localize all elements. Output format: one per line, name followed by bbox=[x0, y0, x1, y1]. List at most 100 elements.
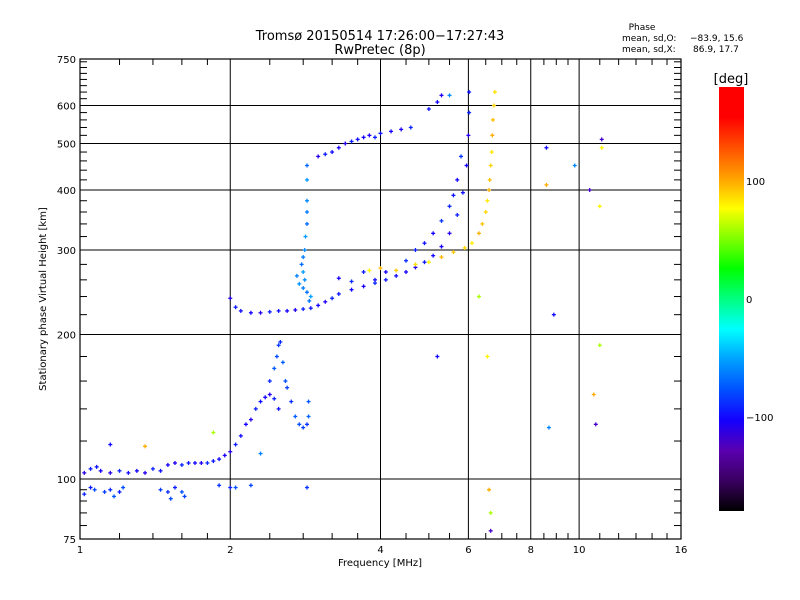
data-point bbox=[211, 459, 216, 464]
phase-stats-o-value: −83.9, 15.6 bbox=[690, 34, 744, 44]
data-point bbox=[228, 485, 233, 490]
phase-stats-title: Phase bbox=[629, 23, 656, 33]
data-point bbox=[305, 210, 310, 215]
data-point bbox=[276, 308, 281, 313]
data-point bbox=[228, 296, 233, 301]
data-point bbox=[546, 425, 551, 430]
data-point bbox=[303, 234, 308, 239]
data-point bbox=[280, 360, 285, 365]
data-point bbox=[447, 93, 452, 98]
colorbar-ticks: 100 0 −100 bbox=[746, 177, 773, 424]
data-point bbox=[301, 269, 306, 274]
data-point bbox=[267, 309, 272, 314]
data-point bbox=[413, 262, 418, 267]
data-point bbox=[599, 137, 604, 142]
data-point bbox=[305, 422, 310, 427]
data-point bbox=[593, 422, 598, 427]
data-point bbox=[126, 470, 131, 475]
colorbar-gradient bbox=[719, 87, 744, 511]
data-point bbox=[487, 188, 492, 193]
data-point bbox=[267, 379, 272, 384]
data-point bbox=[599, 145, 604, 150]
data-point bbox=[297, 422, 302, 427]
data-point bbox=[297, 281, 302, 286]
data-point bbox=[383, 277, 388, 282]
data-point bbox=[361, 269, 366, 274]
data-point bbox=[394, 273, 399, 278]
data-point bbox=[404, 258, 409, 263]
data-point bbox=[217, 483, 222, 488]
data-point bbox=[485, 198, 490, 203]
data-point bbox=[205, 460, 210, 465]
data-point bbox=[378, 131, 383, 136]
data-point bbox=[276, 406, 281, 411]
data-point bbox=[316, 154, 321, 159]
x-tick-label: 16 bbox=[675, 545, 688, 556]
data-point bbox=[267, 392, 272, 397]
colorbar-tick-label: 100 bbox=[746, 177, 765, 188]
data-point bbox=[108, 470, 113, 475]
data-point bbox=[258, 451, 263, 456]
y-tick-label: 750 bbox=[57, 55, 76, 66]
data-point bbox=[263, 395, 268, 400]
data-point bbox=[94, 464, 99, 469]
data-point bbox=[488, 510, 493, 515]
data-point bbox=[121, 485, 126, 490]
data-point bbox=[301, 255, 306, 260]
data-point bbox=[179, 489, 184, 494]
data-point bbox=[439, 244, 444, 249]
data-point bbox=[489, 150, 494, 155]
data-point bbox=[299, 262, 304, 267]
data-point bbox=[172, 460, 177, 465]
data-point bbox=[460, 190, 465, 195]
colorbar-tick-label: −100 bbox=[746, 413, 773, 424]
chart-subtitle: RwPretec (8p) bbox=[334, 43, 425, 58]
x-tick-label: 10 bbox=[573, 545, 586, 556]
data-point bbox=[451, 250, 456, 255]
phase-stats: Phase mean, sd,O: −83.9, 15.6 mean, sd,X… bbox=[622, 23, 744, 55]
data-point bbox=[399, 127, 404, 132]
data-point bbox=[158, 468, 163, 473]
data-point bbox=[373, 277, 378, 282]
data-point bbox=[102, 489, 107, 494]
data-point bbox=[117, 468, 122, 473]
data-point bbox=[285, 308, 290, 313]
data-point bbox=[283, 379, 288, 384]
y-tick-label: 300 bbox=[57, 246, 76, 257]
data-point bbox=[361, 135, 366, 140]
data-point bbox=[82, 470, 87, 475]
data-point bbox=[172, 485, 177, 490]
data-point bbox=[572, 163, 577, 168]
data-point bbox=[488, 163, 493, 168]
data-point bbox=[143, 470, 148, 475]
grid-lines bbox=[80, 59, 681, 539]
data-point bbox=[426, 260, 431, 265]
data-point bbox=[413, 248, 418, 253]
data-point bbox=[336, 291, 341, 296]
colorbar: [deg] 100 0 −100 bbox=[714, 72, 773, 511]
data-point bbox=[336, 145, 341, 150]
data-point bbox=[367, 133, 372, 138]
data-point bbox=[248, 483, 253, 488]
data-point bbox=[487, 487, 492, 492]
y-tick-labels: 75 100 200 300 400 500 600 750 bbox=[57, 55, 76, 546]
data-point bbox=[158, 487, 163, 492]
y-tick-label: 100 bbox=[57, 475, 76, 486]
data-point bbox=[439, 93, 444, 98]
data-point bbox=[483, 210, 488, 215]
data-point bbox=[462, 245, 467, 250]
data-point bbox=[305, 163, 310, 168]
data-point bbox=[488, 528, 493, 533]
y-axis-label: Stationary phase Virtual Height [km] bbox=[38, 207, 49, 391]
data-point bbox=[305, 198, 310, 203]
data-point bbox=[108, 487, 113, 492]
data-point bbox=[355, 137, 360, 142]
data-point bbox=[98, 468, 103, 473]
data-point bbox=[108, 442, 113, 447]
data-point bbox=[492, 90, 497, 95]
x-tick-label: 8 bbox=[528, 545, 534, 556]
data-point bbox=[551, 312, 556, 317]
data-point bbox=[455, 177, 460, 182]
phase-stats-x-value: 86.9, 17.7 bbox=[693, 45, 739, 55]
data-point bbox=[394, 268, 399, 273]
